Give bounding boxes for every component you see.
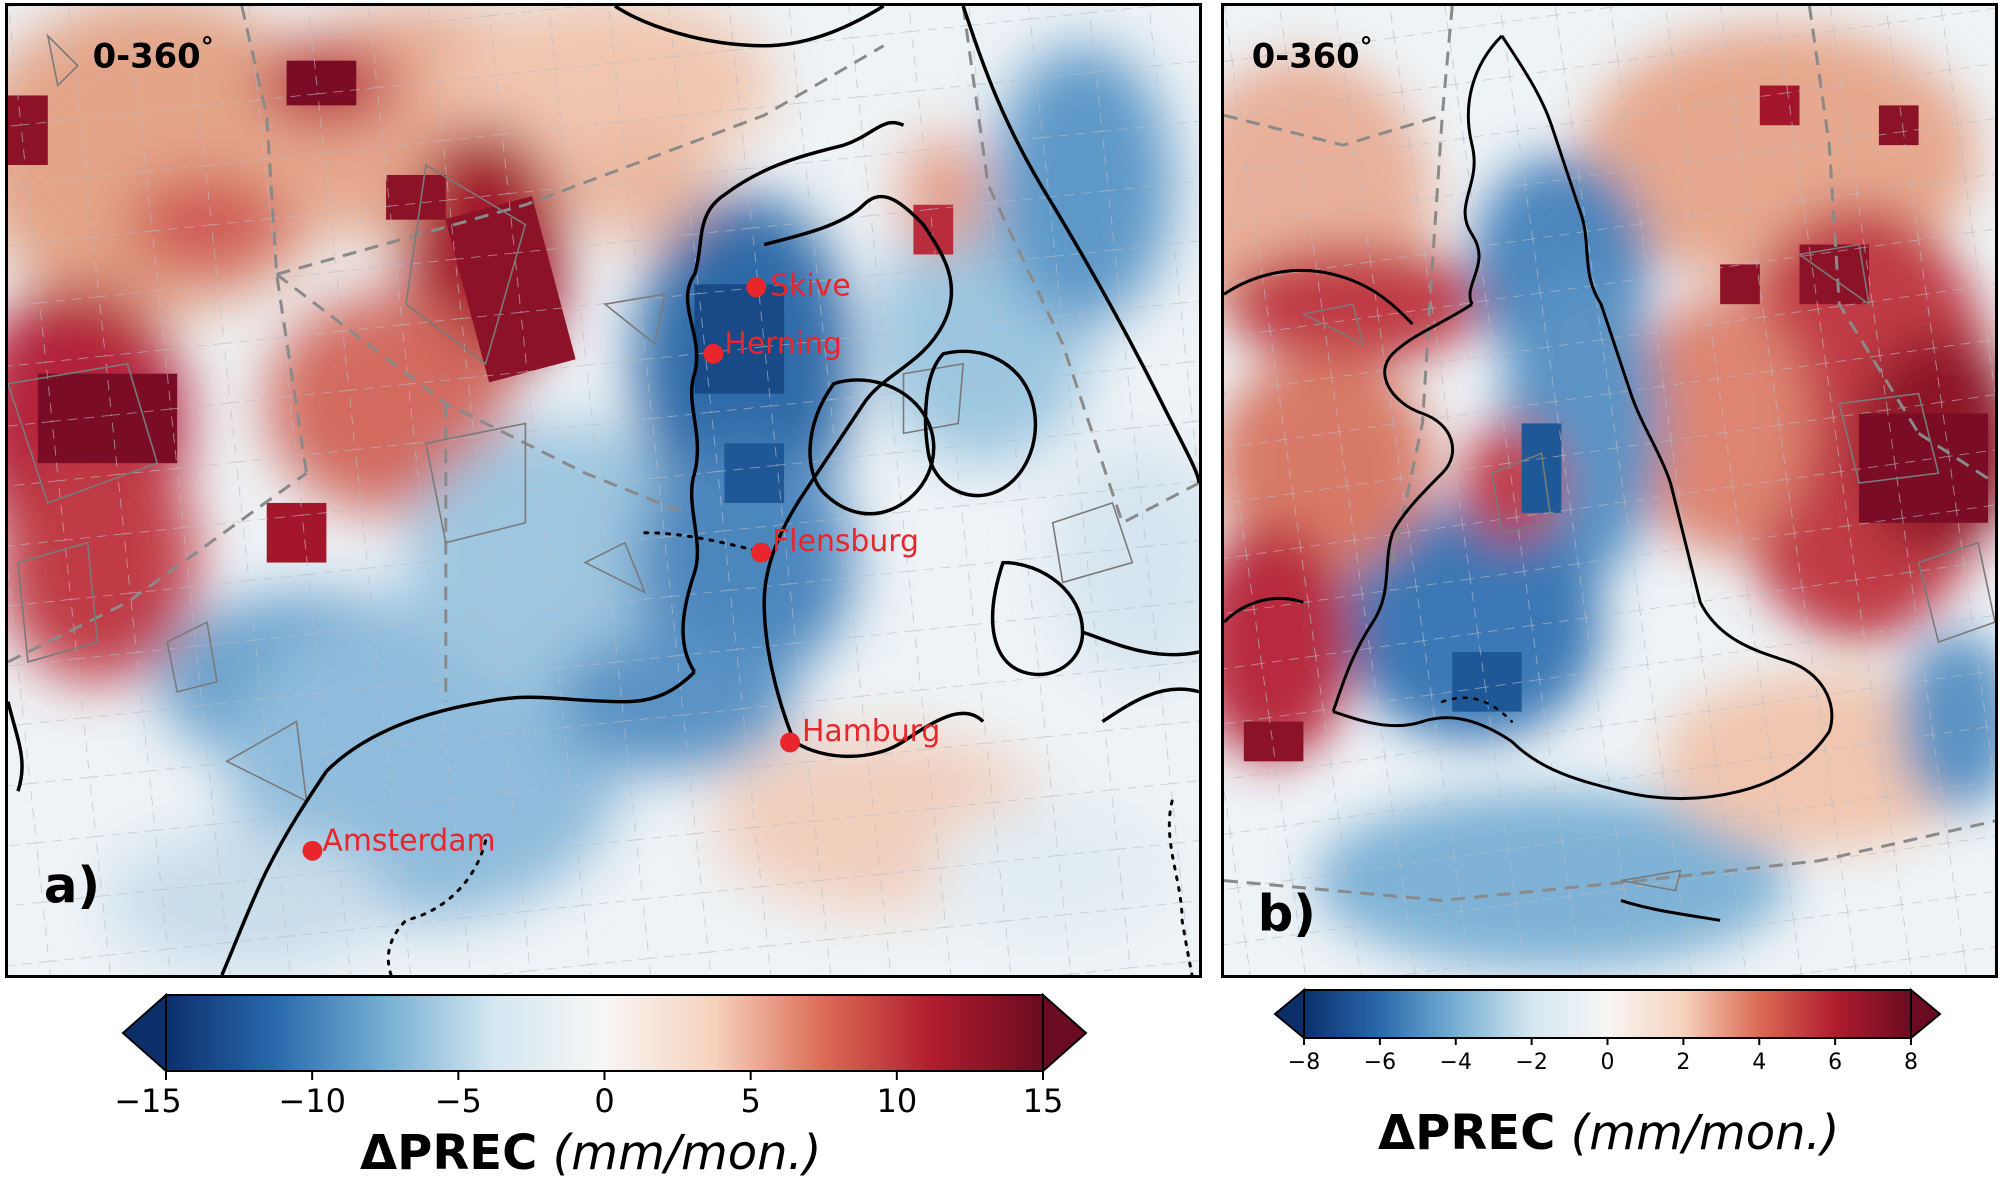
colorbar-b-tick-label: 6 [1828, 1050, 1842, 1075]
colorbar-a-tick-label: −5 [435, 1082, 482, 1120]
city-marker-flensburg [751, 542, 772, 563]
colorbar-b-tick-label: 4 [1752, 1050, 1766, 1075]
city-marker-hamburg [780, 732, 801, 753]
colorbar-a-tick-label: 0 [594, 1082, 614, 1120]
coastline-b [1224, 34, 1834, 922]
colorbar-a-tick-label: 5 [740, 1082, 760, 1120]
city-amsterdam: Amsterdam [302, 823, 496, 861]
graticule-b [1224, 6, 1995, 975]
city-label-amsterdam: Amsterdam [322, 823, 495, 858]
colorbar-b-extend-min [1273, 987, 1305, 1041]
colorbar-b-tick-label: 0 [1601, 1050, 1615, 1075]
colorbar-b-bar [1303, 989, 1912, 1039]
city-flensburg: Flensburg [751, 524, 919, 563]
colorbar-b-tick-label: 8 [1904, 1050, 1918, 1075]
coastline-a [8, 6, 1199, 975]
colorbar-b-label-unit: (mm/mon.) [1570, 1105, 1840, 1161]
city-herning: Herning [703, 326, 842, 364]
map-panel-a: Skive Herning Flensburg Hamburg Amsterda… [5, 3, 1202, 978]
colorbar-b-tick-label: −6 [1364, 1050, 1396, 1075]
colorbar-b-tick-label: 2 [1676, 1050, 1690, 1075]
city-label-skive: Skive [770, 269, 851, 304]
colorbar-a-extend-min [121, 992, 167, 1074]
colorbar-b-tick-label: −2 [1515, 1050, 1547, 1075]
city-markers-a: Skive Herning Flensburg Hamburg Amsterda… [302, 269, 940, 861]
map-panel-b: 0-360° b) [1221, 3, 1998, 978]
colorbar-a-tick-label: 15 [1023, 1082, 1064, 1120]
period-label-a: 0-360° [93, 33, 214, 76]
colorbar-a-bar [165, 994, 1044, 1072]
land-border-a [386, 531, 1194, 975]
eez-borders-a [8, 6, 1199, 702]
colorbar-a-label-unit: (mm/mon.) [552, 1125, 822, 1181]
city-hamburg: Hamburg [780, 714, 940, 753]
colorbar-a: −15 −10 −5 0 5 10 15 [114, 992, 1088, 1120]
colorbar-a-tick-label: 10 [876, 1082, 917, 1120]
colorbar-b: −8 −6 −4 −2 0 2 4 6 8 [1273, 987, 1942, 1075]
map-b-svg: 0-360° b) [1224, 6, 1995, 975]
eez-borders-b [1224, 6, 1995, 902]
period-label-b: 0-360° [1252, 33, 1373, 76]
city-label-hamburg: Hamburg [802, 714, 940, 749]
colorbar-a-tick-label: −10 [278, 1082, 346, 1120]
colorbar-a-ticks: −15 −10 −5 0 5 10 15 [114, 1071, 1063, 1120]
colorbar-a-tick-label: −15 [114, 1082, 182, 1120]
city-marker-herning [703, 343, 724, 364]
city-marker-amsterdam [302, 840, 323, 861]
colorbar-b-extend-max [1910, 987, 1942, 1041]
city-label-flensburg: Flensburg [772, 524, 919, 559]
colorbar-b-label: ΔPREC (mm/mon.) [1378, 1105, 1840, 1161]
colorbar-a-label: ΔPREC (mm/mon.) [360, 1125, 822, 1181]
map-a-svg: Skive Herning Flensburg Hamburg Amsterda… [8, 6, 1199, 975]
land-border-b [1441, 696, 1514, 723]
wind-farm-outlines-b [1300, 243, 1995, 892]
city-marker-skive [746, 277, 767, 298]
colorbar-a-label-symbol: ΔPREC [360, 1125, 538, 1181]
colorbar-a-extend-max [1042, 992, 1088, 1074]
wind-farm-outlines-a [8, 33, 1134, 803]
colorbar-b-tick-label: −8 [1288, 1050, 1320, 1075]
colorbar-b-tick-label: −4 [1440, 1050, 1472, 1075]
colorbar-b-ticks: −8 −6 −4 −2 0 2 4 6 8 [1288, 1038, 1918, 1075]
city-skive: Skive [746, 269, 851, 304]
colorbar-b-label-symbol: ΔPREC [1378, 1105, 1556, 1161]
panel-letter-b: b) [1258, 884, 1316, 942]
panel-letter-a: a) [44, 856, 100, 914]
city-label-herning: Herning [724, 326, 842, 361]
